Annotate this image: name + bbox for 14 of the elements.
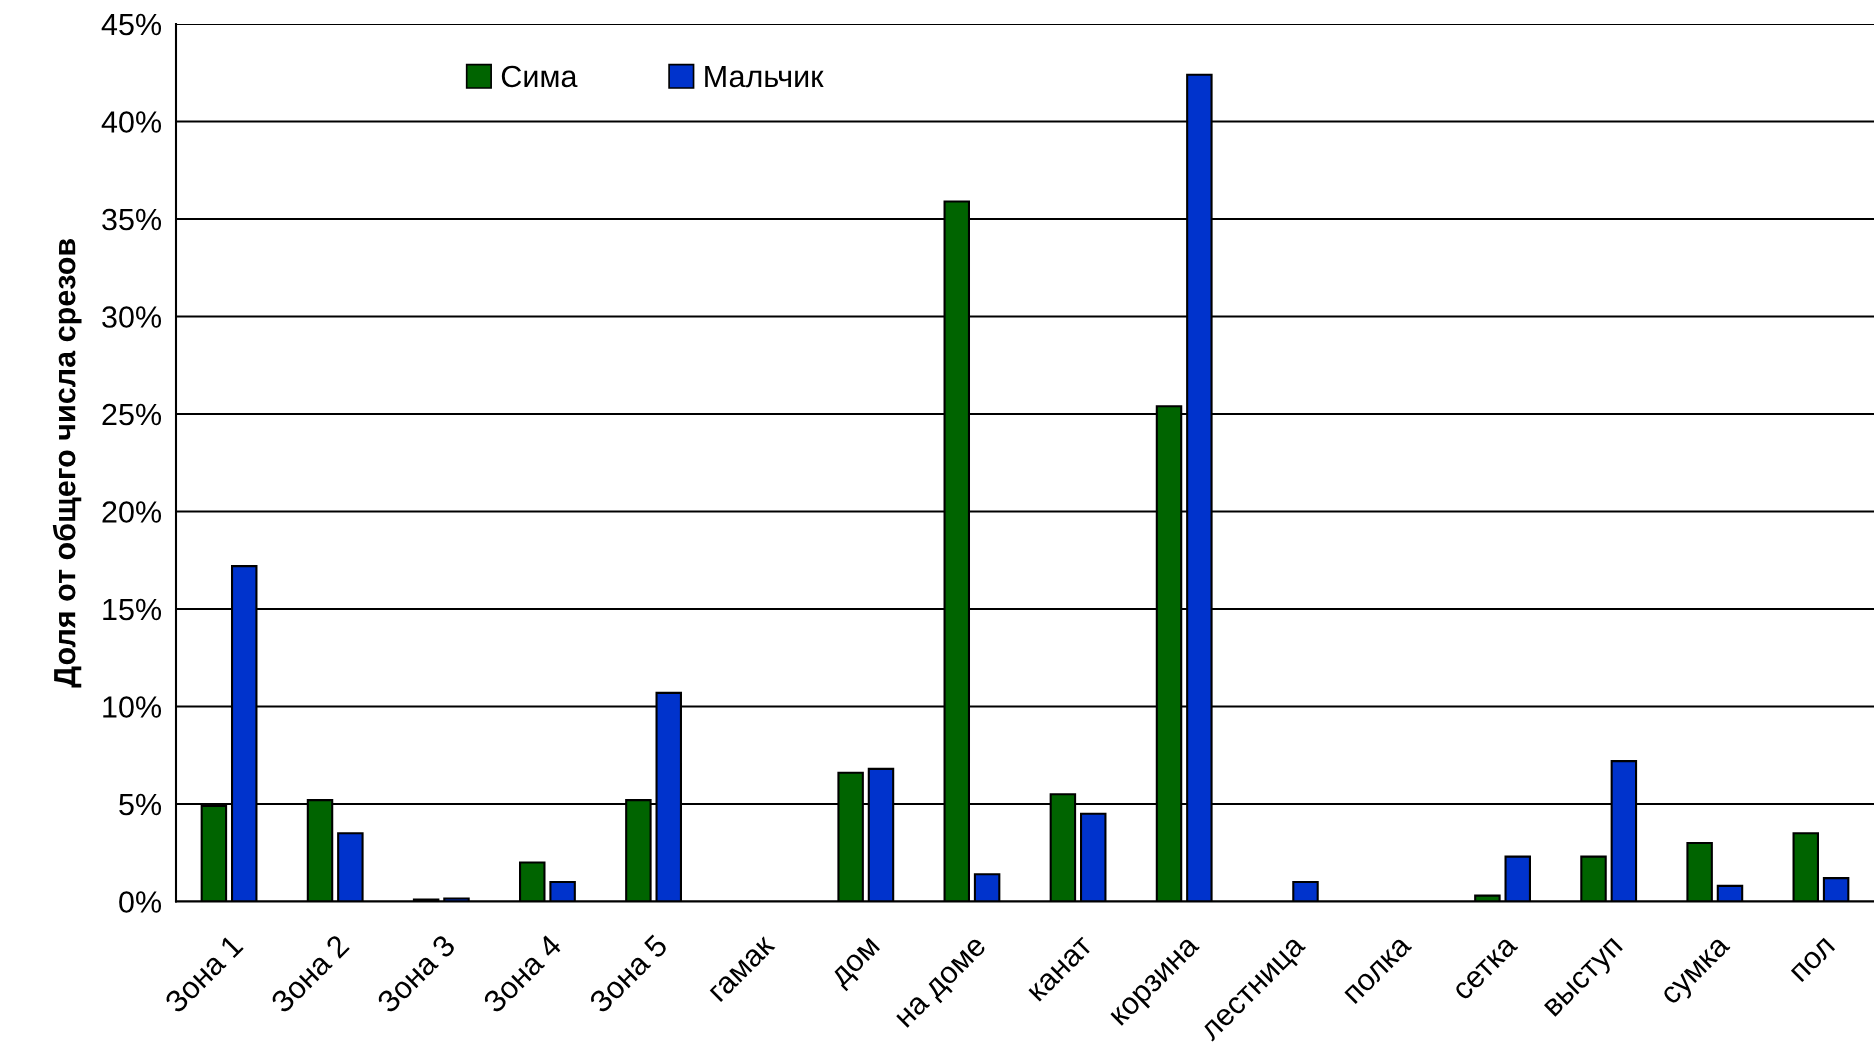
legend-label: Сима — [501, 65, 578, 88]
x-tick-label: пол — [1790, 937, 1836, 983]
y-axis-title: Доля от общего числа срезов — [52, 239, 82, 688]
y-tick-label: 5% — [119, 793, 162, 816]
y-tick-label: 45% — [101, 13, 162, 36]
y-tick-label: 30% — [102, 306, 162, 328]
y-tick-label: 20% — [102, 501, 162, 523]
y-tick-label: 10% — [103, 696, 162, 718]
legend-label: Мальчик — [705, 65, 824, 88]
y-tick-label: 25% — [102, 403, 162, 426]
y-tick-label: 40% — [101, 111, 162, 133]
y-tick-label: 35% — [102, 208, 162, 231]
y-tick-label: 15% — [103, 598, 162, 621]
y-tick-label: 0% — [119, 891, 162, 913]
